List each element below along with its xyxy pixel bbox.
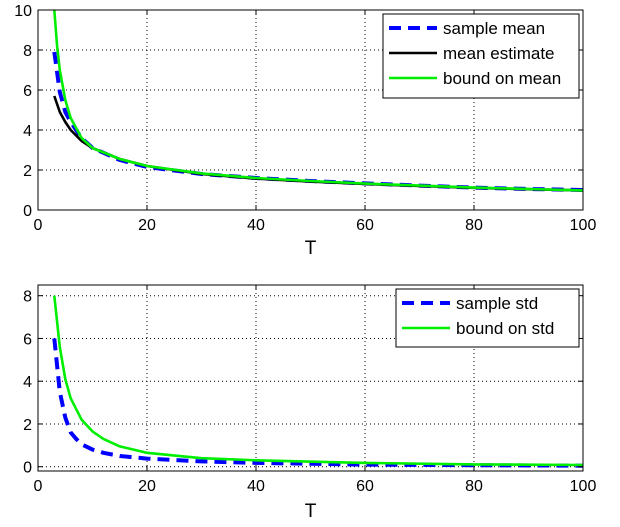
x-tick-label: 100 bbox=[570, 478, 597, 495]
legend-label: sample std bbox=[456, 294, 538, 313]
y-tick-label: 8 bbox=[23, 289, 32, 306]
legend-label: bound on std bbox=[456, 319, 554, 338]
x-tick-label: 20 bbox=[138, 217, 156, 234]
x-tick-label: 100 bbox=[570, 217, 597, 234]
y-tick-label: 2 bbox=[23, 417, 32, 434]
x-tick-label: 0 bbox=[34, 217, 43, 234]
legend-label: bound on mean bbox=[443, 69, 561, 88]
legend-box bbox=[382, 13, 580, 99]
y-tick-label: 6 bbox=[23, 83, 32, 100]
legend-label: mean estimate bbox=[443, 44, 555, 63]
y-tick-label: 0 bbox=[23, 203, 32, 220]
series-line-bound-on-std bbox=[53, 295, 583, 467]
y-tick-label: 4 bbox=[23, 374, 32, 391]
x-tick-label: 80 bbox=[465, 478, 483, 495]
y-tick-label: 6 bbox=[23, 331, 32, 348]
y-tick-label: 0 bbox=[23, 460, 32, 477]
series-line-bound-on-mean bbox=[53, 10, 583, 192]
y-tick-label: 8 bbox=[23, 43, 32, 60]
x-tick-label: 60 bbox=[356, 478, 374, 495]
x-tick-label: 40 bbox=[247, 217, 265, 234]
legend: sample mean mean estimate bound on mean bbox=[382, 13, 580, 99]
x-axis-label: T bbox=[305, 501, 317, 522]
legend-label: sample mean bbox=[443, 19, 545, 38]
legend-box bbox=[395, 288, 580, 348]
y-tick-label: 2 bbox=[23, 163, 32, 180]
x-tick-label: 40 bbox=[247, 478, 265, 495]
y-tick-label: 4 bbox=[23, 123, 32, 140]
x-tick-label: 0 bbox=[34, 478, 43, 495]
plot-frame bbox=[37, 9, 584, 211]
x-axis-label: T bbox=[305, 238, 317, 259]
x-tick-label: 20 bbox=[138, 478, 156, 495]
series-line-sample-std bbox=[52, 338, 583, 468]
legend: sample std bound on std bbox=[395, 288, 580, 348]
plot-frame bbox=[37, 284, 584, 472]
x-tick-label: 60 bbox=[356, 217, 374, 234]
x-tick-label: 80 bbox=[465, 217, 483, 234]
y-tick-label: 10 bbox=[14, 3, 32, 20]
